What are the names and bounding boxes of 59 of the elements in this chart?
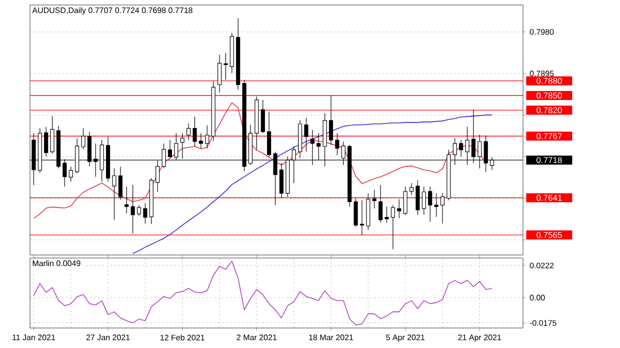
candlestick <box>192 116 197 147</box>
candlestick <box>409 182 414 196</box>
candlestick <box>143 202 148 224</box>
chart-title: AUDUSD,Daily 0.7707 0.7724 0.7698 0.7718 <box>32 7 192 15</box>
candlestick <box>186 123 191 140</box>
candlestick <box>267 111 272 157</box>
y-tick-label: 0.00 <box>530 294 545 300</box>
candlestick <box>403 186 408 216</box>
ref-line-label: 0.7820 <box>536 107 562 114</box>
candlestick <box>428 186 432 222</box>
x-tick-label: 12 Feb 2021 <box>160 334 204 340</box>
chart-title: Marlin 0.0049 <box>32 260 80 266</box>
candlestick <box>68 166 73 182</box>
x-tick-label: 2 Mar 2021 <box>236 334 277 340</box>
y-tick-label: 0.7895 <box>530 70 554 76</box>
x-tick-label: 11 Jan 2021 <box>12 334 56 340</box>
line-series <box>33 260 492 326</box>
candlestick <box>459 140 464 157</box>
ref-line-label: 0.7718 <box>536 157 562 164</box>
candlestick <box>434 193 438 218</box>
candlestick <box>81 128 86 150</box>
candlestick <box>304 118 308 152</box>
candlestick <box>335 132 340 156</box>
candlestick <box>198 132 203 149</box>
candlestick <box>217 54 222 93</box>
ref-line-label: 0.7767 <box>536 133 562 140</box>
y-tick-label: 0.0222 <box>530 262 554 268</box>
ref-line-label: 0.7880 <box>536 78 562 84</box>
candlestick <box>378 184 383 224</box>
candlestick <box>416 180 420 216</box>
candlestick <box>390 204 395 250</box>
candlestick <box>372 190 376 209</box>
candlestick <box>397 198 402 219</box>
candlestick <box>354 198 358 227</box>
candlestick <box>205 125 210 149</box>
candlestick <box>328 95 334 146</box>
x-tick-label: 27 Jan 2021 <box>86 334 130 340</box>
x-tick-label: 18 Mar 2021 <box>309 334 354 340</box>
ref-line-label: 0.7850 <box>536 92 562 99</box>
x-tick-label: 5 Apr 2021 <box>386 334 424 342</box>
candlestick <box>124 186 129 214</box>
x-tick-label: 21 Apr 2021 <box>458 334 502 342</box>
y-tick-label: 0.7980 <box>530 29 554 35</box>
candlestick <box>422 186 426 216</box>
candlestick <box>260 100 265 134</box>
candlestick <box>224 52 228 80</box>
candlestick <box>360 200 364 236</box>
candlestick <box>440 192 445 224</box>
candlestick <box>279 162 284 199</box>
candlestick <box>384 206 389 224</box>
candlestick <box>136 204 142 216</box>
y-tick-label: -0.0175 <box>530 320 556 326</box>
candlestick <box>112 168 116 220</box>
candlestick <box>118 166 122 200</box>
candlestick <box>50 116 54 154</box>
ref-line-label: 0.7565 <box>536 232 562 238</box>
candlestick <box>44 126 48 157</box>
ref-line-label: 0.7641 <box>536 194 562 201</box>
candlestick <box>130 184 135 234</box>
